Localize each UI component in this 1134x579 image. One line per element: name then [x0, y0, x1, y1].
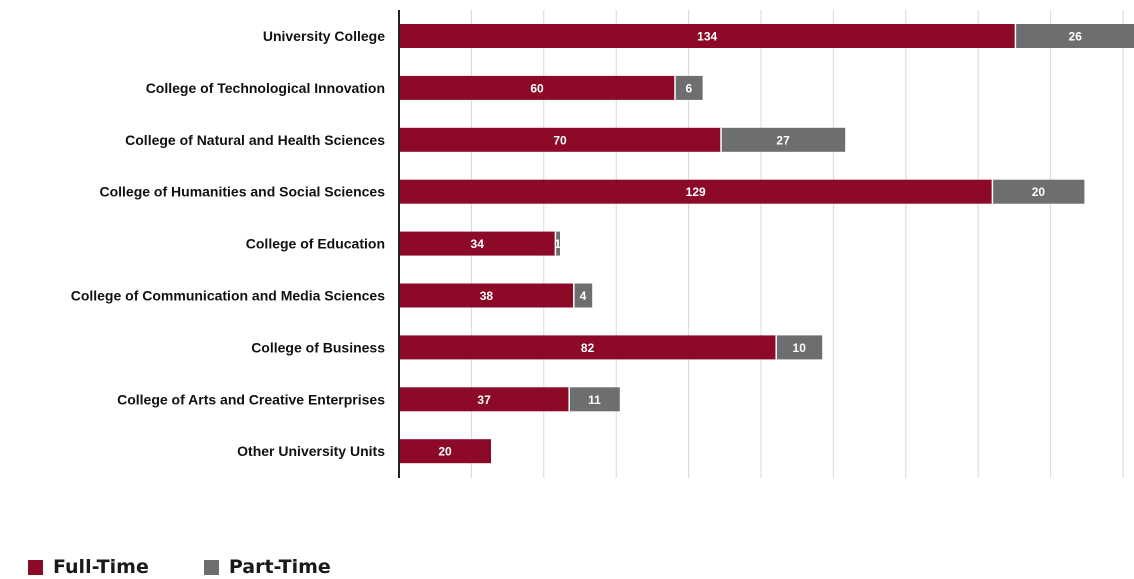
data-label-full-time: 134 [697, 30, 717, 44]
category-label: College of Natural and Health Sciences [125, 132, 385, 148]
data-label-full-time: 37 [477, 393, 491, 407]
bar-full-time [399, 75, 675, 100]
data-label-part-time: 11 [588, 393, 601, 407]
legend-label-full-time: Full-Time [53, 556, 149, 578]
bar-part-time [675, 75, 703, 100]
bar-full-time [399, 283, 574, 308]
bar-full-time [399, 335, 777, 360]
data-label-full-time: 38 [480, 289, 494, 303]
category-label: College of Communication and Media Scien… [71, 288, 385, 304]
chart-legend: Full-Time Part-Time [28, 556, 331, 578]
data-label-part-time: 26 [1069, 30, 1083, 44]
bar-part-time [573, 283, 593, 308]
bar-part-time [776, 335, 823, 360]
data-label-full-time: 20 [438, 445, 452, 459]
data-label-full-time: 82 [581, 341, 595, 355]
category-label: Other University Units [237, 443, 385, 459]
bar-full-time [399, 127, 721, 152]
data-label-part-time: 4 [580, 289, 587, 303]
bar-full-time [399, 24, 1016, 48]
data-label-full-time: 34 [471, 237, 485, 251]
category-label: College of Humanities and Social Science… [99, 184, 385, 200]
category-label: College of Education [246, 236, 385, 252]
data-label-full-time: 70 [553, 133, 567, 147]
data-label-part-time: 1 [554, 237, 561, 251]
data-label-part-time: 20 [1032, 185, 1046, 199]
bar-full-time [399, 439, 491, 464]
data-label-part-time: 6 [685, 81, 692, 95]
bar-full-time [399, 387, 570, 412]
bar-part-time [569, 387, 620, 412]
bar-part-time [555, 231, 560, 256]
legend-swatch-part-time [203, 559, 219, 575]
legend-item-part-time: Part-Time [203, 556, 331, 578]
category-label: University College [263, 28, 385, 44]
legend-swatch-full-time [28, 559, 43, 575]
bar-part-time [721, 127, 846, 152]
bar-full-time [399, 231, 556, 256]
data-label-full-time: 60 [530, 81, 544, 95]
category-label: College of Business [251, 339, 385, 355]
legend-label-part-time: Part-Time [228, 556, 331, 578]
data-label-full-time: 129 [686, 185, 706, 199]
bar-part-time [992, 179, 1085, 204]
bar-full-time [399, 179, 993, 204]
data-label-part-time: 27 [776, 133, 790, 147]
legend-item-full-time: Full-Time [28, 556, 149, 578]
category-label: College of Technological Innovation [146, 80, 385, 96]
bar-part-time [1015, 24, 1134, 48]
category-label: College of Arts and Creative Enterprises [117, 391, 385, 407]
data-label-part-time: 10 [793, 341, 807, 355]
